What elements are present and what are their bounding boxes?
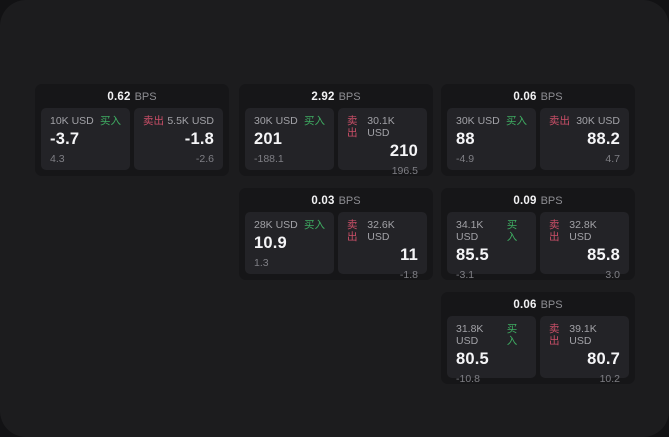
buy-panel[interactable]: 28K USD 买入 10.9 1.3 [245,212,334,274]
sell-panel[interactable]: 卖出 30K USD 88.2 4.7 [540,108,629,170]
buy-size: 28K USD [254,219,298,231]
sell-size: 30.1K USD [367,115,395,139]
sell-side-label: 卖出 [549,219,560,243]
buy-price: 10.9 [254,234,287,252]
buy-panel[interactable]: 31.8K USD 买入 80.5 -10.8 [447,316,536,385]
sell-pnl: -1.8 [399,269,418,281]
sell-panel[interactable]: 卖出 5.5K USD -1.8 -2.6 [134,108,223,170]
buy-size: 34.1K USD [456,219,484,243]
bps-value: 0.06 [513,91,537,103]
sell-size: 32.8K USD [569,219,597,243]
buy-panel[interactable]: 30K USD 买入 201 -188.1 [245,108,334,170]
bps-header: 0.03 BPS [239,188,433,212]
bps-value: 2.92 [311,91,335,103]
sell-side-label: 卖出 [347,115,358,139]
bps-unit: BPS [134,91,157,103]
buy-side-label: 买入 [506,323,518,347]
sell-size: 5.5K USD [167,115,214,127]
buy-size: 30K USD [254,115,298,127]
buy-side-label: 买入 [100,115,121,127]
sell-price: 11 [400,246,418,264]
sell-price: 85.8 [587,246,620,264]
buy-panel[interactable]: 34.1K USD 买入 85.5 -3.1 [447,212,536,281]
buy-price: 201 [254,130,283,148]
bps-unit: BPS [540,195,563,207]
bps-header: 2.92 BPS [239,84,433,108]
bps-value: 0.06 [513,299,537,311]
bps-header: 0.06 BPS [441,292,635,316]
sell-panel[interactable]: 卖出 30.1K USD 210 196.5 [338,108,427,177]
sell-side-label: 卖出 [549,323,560,347]
sell-pnl: 196.5 [391,165,418,177]
spread-card: 0.06 BPS 30K USD 买入 88 -4.9 卖出 30K USD [441,84,635,176]
buy-panel[interactable]: 30K USD 买入 88 -4.9 [447,108,536,170]
sell-size: 32.6K USD [367,219,395,243]
bps-unit: BPS [338,91,361,103]
sell-price: 210 [389,142,418,160]
sell-side-label: 卖出 [347,219,358,243]
buy-side-label: 买入 [506,115,527,127]
buy-pnl: 4.3 [50,153,65,165]
bps-unit: BPS [540,299,563,311]
buy-price: -3.7 [50,130,80,148]
spread-card: 0.03 BPS 28K USD 买入 10.9 1.3 卖出 32.6K US… [239,188,433,281]
bps-header: 0.09 BPS [441,188,635,212]
bps-unit: BPS [540,91,563,103]
sell-price: 80.7 [587,350,620,368]
buy-side-label: 买入 [304,219,325,231]
buy-pnl: -188.1 [254,153,284,165]
buy-size: 10K USD [50,115,94,127]
spread-card: 0.09 BPS 34.1K USD 买入 85.5 -3.1 卖出 32.8K… [441,188,635,281]
spread-card: 2.92 BPS 30K USD 买入 201 -188.1 卖出 30.1K … [239,84,433,177]
sell-price: -1.8 [184,130,214,148]
buy-size: 30K USD [456,115,500,127]
sell-pnl: 3.0 [605,269,620,281]
bps-header: 0.06 BPS [441,84,635,108]
bps-header: 0.62 BPS [35,84,229,108]
spread-card: 0.06 BPS 31.8K USD 买入 80.5 -10.8 卖出 39.1… [441,292,635,385]
buy-side-label: 买入 [506,219,518,243]
sell-pnl: 10.2 [599,373,620,385]
sell-side-label: 卖出 [549,115,570,127]
spread-card: 0.62 BPS 10K USD 买入 -3.7 4.3 卖出 5.5K USD [35,84,229,176]
sell-pnl: -2.6 [195,153,214,165]
bps-value: 0.03 [311,195,335,207]
buy-pnl: -3.1 [456,269,475,281]
sell-panel[interactable]: 卖出 32.8K USD 85.8 3.0 [540,212,629,281]
bps-value: 0.62 [107,91,131,103]
buy-price: 88 [456,130,475,148]
buy-side-label: 买入 [304,115,325,127]
buy-pnl: -10.8 [456,373,480,385]
sell-pnl: 4.7 [605,153,620,165]
sell-price: 88.2 [587,130,620,148]
buy-size: 31.8K USD [456,323,484,347]
sell-size: 30K USD [576,115,620,127]
sell-side-label: 卖出 [143,115,164,127]
bps-value: 0.09 [513,195,537,207]
buy-pnl: -4.9 [456,153,475,165]
buy-price: 80.5 [456,350,489,368]
sell-size: 39.1K USD [569,323,597,347]
sell-panel[interactable]: 卖出 39.1K USD 80.7 10.2 [540,316,629,385]
buy-pnl: 1.3 [254,257,269,269]
sell-panel[interactable]: 卖出 32.6K USD 11 -1.8 [338,212,427,281]
bps-unit: BPS [338,195,361,207]
buy-price: 85.5 [456,246,489,264]
buy-panel[interactable]: 10K USD 买入 -3.7 4.3 [41,108,130,170]
